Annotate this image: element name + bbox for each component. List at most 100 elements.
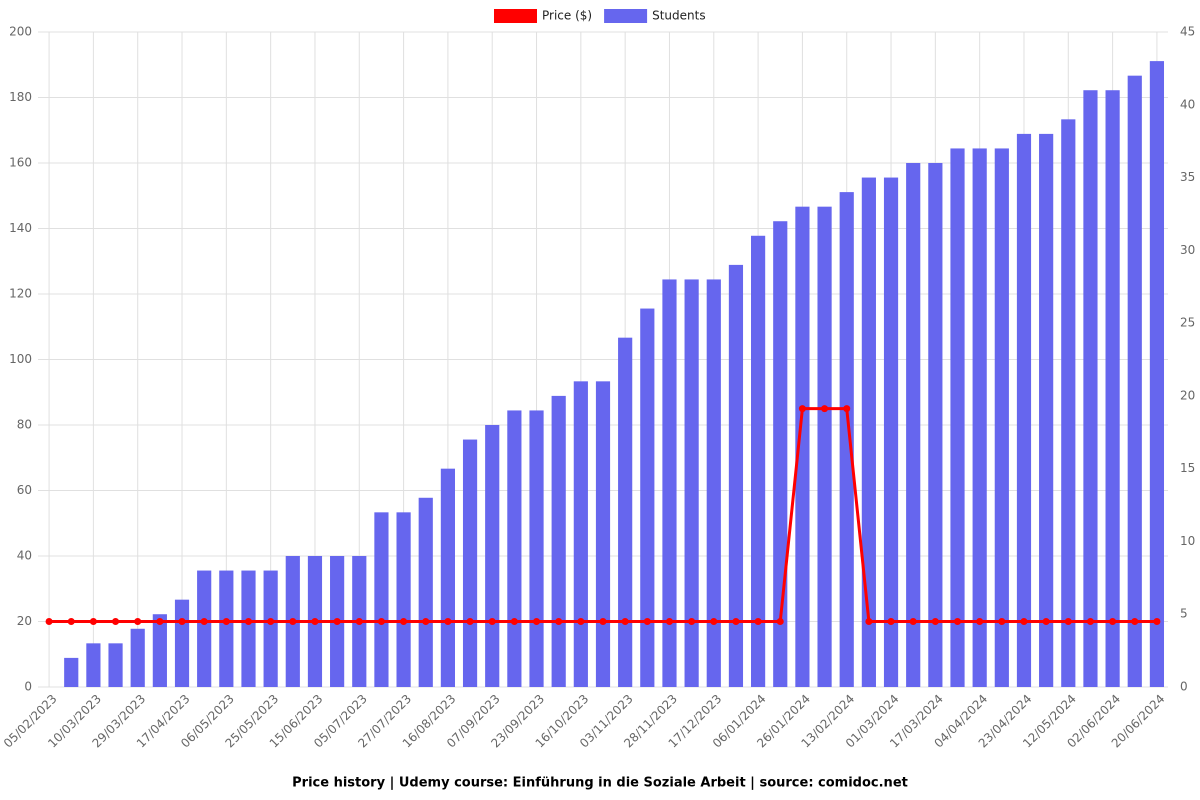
price-point: [821, 405, 829, 413]
bar: [839, 192, 854, 687]
bar: [795, 206, 810, 687]
bar: [1149, 61, 1165, 688]
bar: [1039, 133, 1054, 687]
price-point: [466, 618, 474, 625]
y2-tick-label: 0: [1180, 680, 1188, 694]
bar: [817, 206, 832, 687]
bar: [906, 163, 921, 687]
bar: [1016, 133, 1032, 687]
y-tick-label: 0: [24, 680, 32, 694]
bar: [1061, 119, 1076, 688]
price-point: [754, 618, 762, 625]
bar: [618, 337, 633, 687]
bar: [773, 221, 788, 687]
price-point: [267, 618, 275, 625]
price-point: [178, 618, 186, 625]
bar: [950, 148, 965, 687]
bar: [507, 410, 522, 687]
y2-tick-label: 15: [1180, 461, 1195, 475]
price-point: [200, 618, 208, 625]
price-point: [1042, 618, 1050, 625]
price-point: [688, 618, 696, 625]
price-point: [909, 618, 917, 625]
price-point: [244, 618, 252, 625]
price-point: [798, 405, 806, 413]
y-tick-label: 100: [9, 352, 32, 366]
price-point: [776, 618, 784, 625]
y-tick-label: 140: [9, 221, 32, 235]
y2-tick-label: 5: [1180, 607, 1188, 621]
bar: [1105, 90, 1120, 687]
bar: [994, 148, 1009, 687]
price-point: [1086, 618, 1094, 625]
bar: [972, 148, 987, 687]
price-point: [444, 618, 452, 625]
price-point: [1109, 618, 1117, 625]
price-point: [643, 618, 651, 625]
bar: [197, 570, 212, 687]
y-tick-label: 180: [9, 90, 32, 104]
price-point: [45, 618, 53, 625]
price-point: [599, 618, 607, 625]
price-point: [1020, 618, 1028, 625]
bar: [263, 570, 278, 687]
price-point: [377, 618, 385, 625]
bar: [241, 570, 256, 687]
price-point: [422, 618, 430, 625]
bar: [662, 279, 677, 687]
bar: [684, 279, 699, 687]
y2-tick-label: 35: [1180, 170, 1195, 184]
y-tick-label: 20: [17, 614, 32, 628]
price-point: [134, 618, 142, 625]
bar: [108, 643, 123, 687]
chart-title: Price history | Udemy course: Einführung…: [292, 776, 908, 791]
price-point: [67, 618, 75, 625]
y-tick-label: 60: [17, 483, 32, 497]
y-tick-label: 200: [9, 25, 32, 39]
price-point: [555, 618, 563, 625]
y-tick-label: 40: [17, 549, 32, 563]
bar: [440, 468, 455, 687]
y-tick-label: 160: [9, 156, 32, 170]
bar: [174, 599, 190, 687]
bar: [751, 235, 766, 687]
bar: [485, 425, 500, 687]
price-point: [488, 618, 496, 625]
bar: [219, 570, 234, 687]
y2-tick-label: 25: [1180, 316, 1195, 330]
bar: [883, 177, 899, 688]
price-point: [311, 618, 319, 625]
legend-label: Students: [652, 9, 706, 23]
bar: [529, 410, 544, 687]
bar: [928, 163, 943, 687]
price-point: [998, 618, 1006, 625]
bar: [551, 395, 566, 687]
price-point: [621, 618, 629, 625]
price-point: [400, 618, 408, 625]
bar: [130, 628, 145, 687]
price-point: [112, 618, 120, 625]
bar: [1083, 90, 1098, 687]
price-point: [1153, 618, 1161, 625]
bar: [462, 439, 478, 687]
price-point: [732, 618, 740, 625]
price-point: [89, 618, 97, 625]
price-point: [333, 618, 341, 625]
price-point: [355, 618, 363, 625]
price-point: [533, 618, 541, 625]
bar: [86, 643, 101, 687]
bar: [418, 497, 433, 687]
y2-tick-label: 20: [1180, 388, 1195, 402]
price-point: [1064, 618, 1072, 625]
price-point: [577, 618, 585, 625]
price-point: [1131, 618, 1139, 625]
bar: [374, 512, 389, 687]
price-point: [156, 618, 164, 625]
bar: [706, 279, 721, 687]
price-point: [665, 618, 673, 625]
price-point: [710, 618, 718, 625]
y2-tick-label: 45: [1180, 25, 1195, 39]
bar: [595, 381, 611, 687]
bar: [152, 614, 167, 687]
